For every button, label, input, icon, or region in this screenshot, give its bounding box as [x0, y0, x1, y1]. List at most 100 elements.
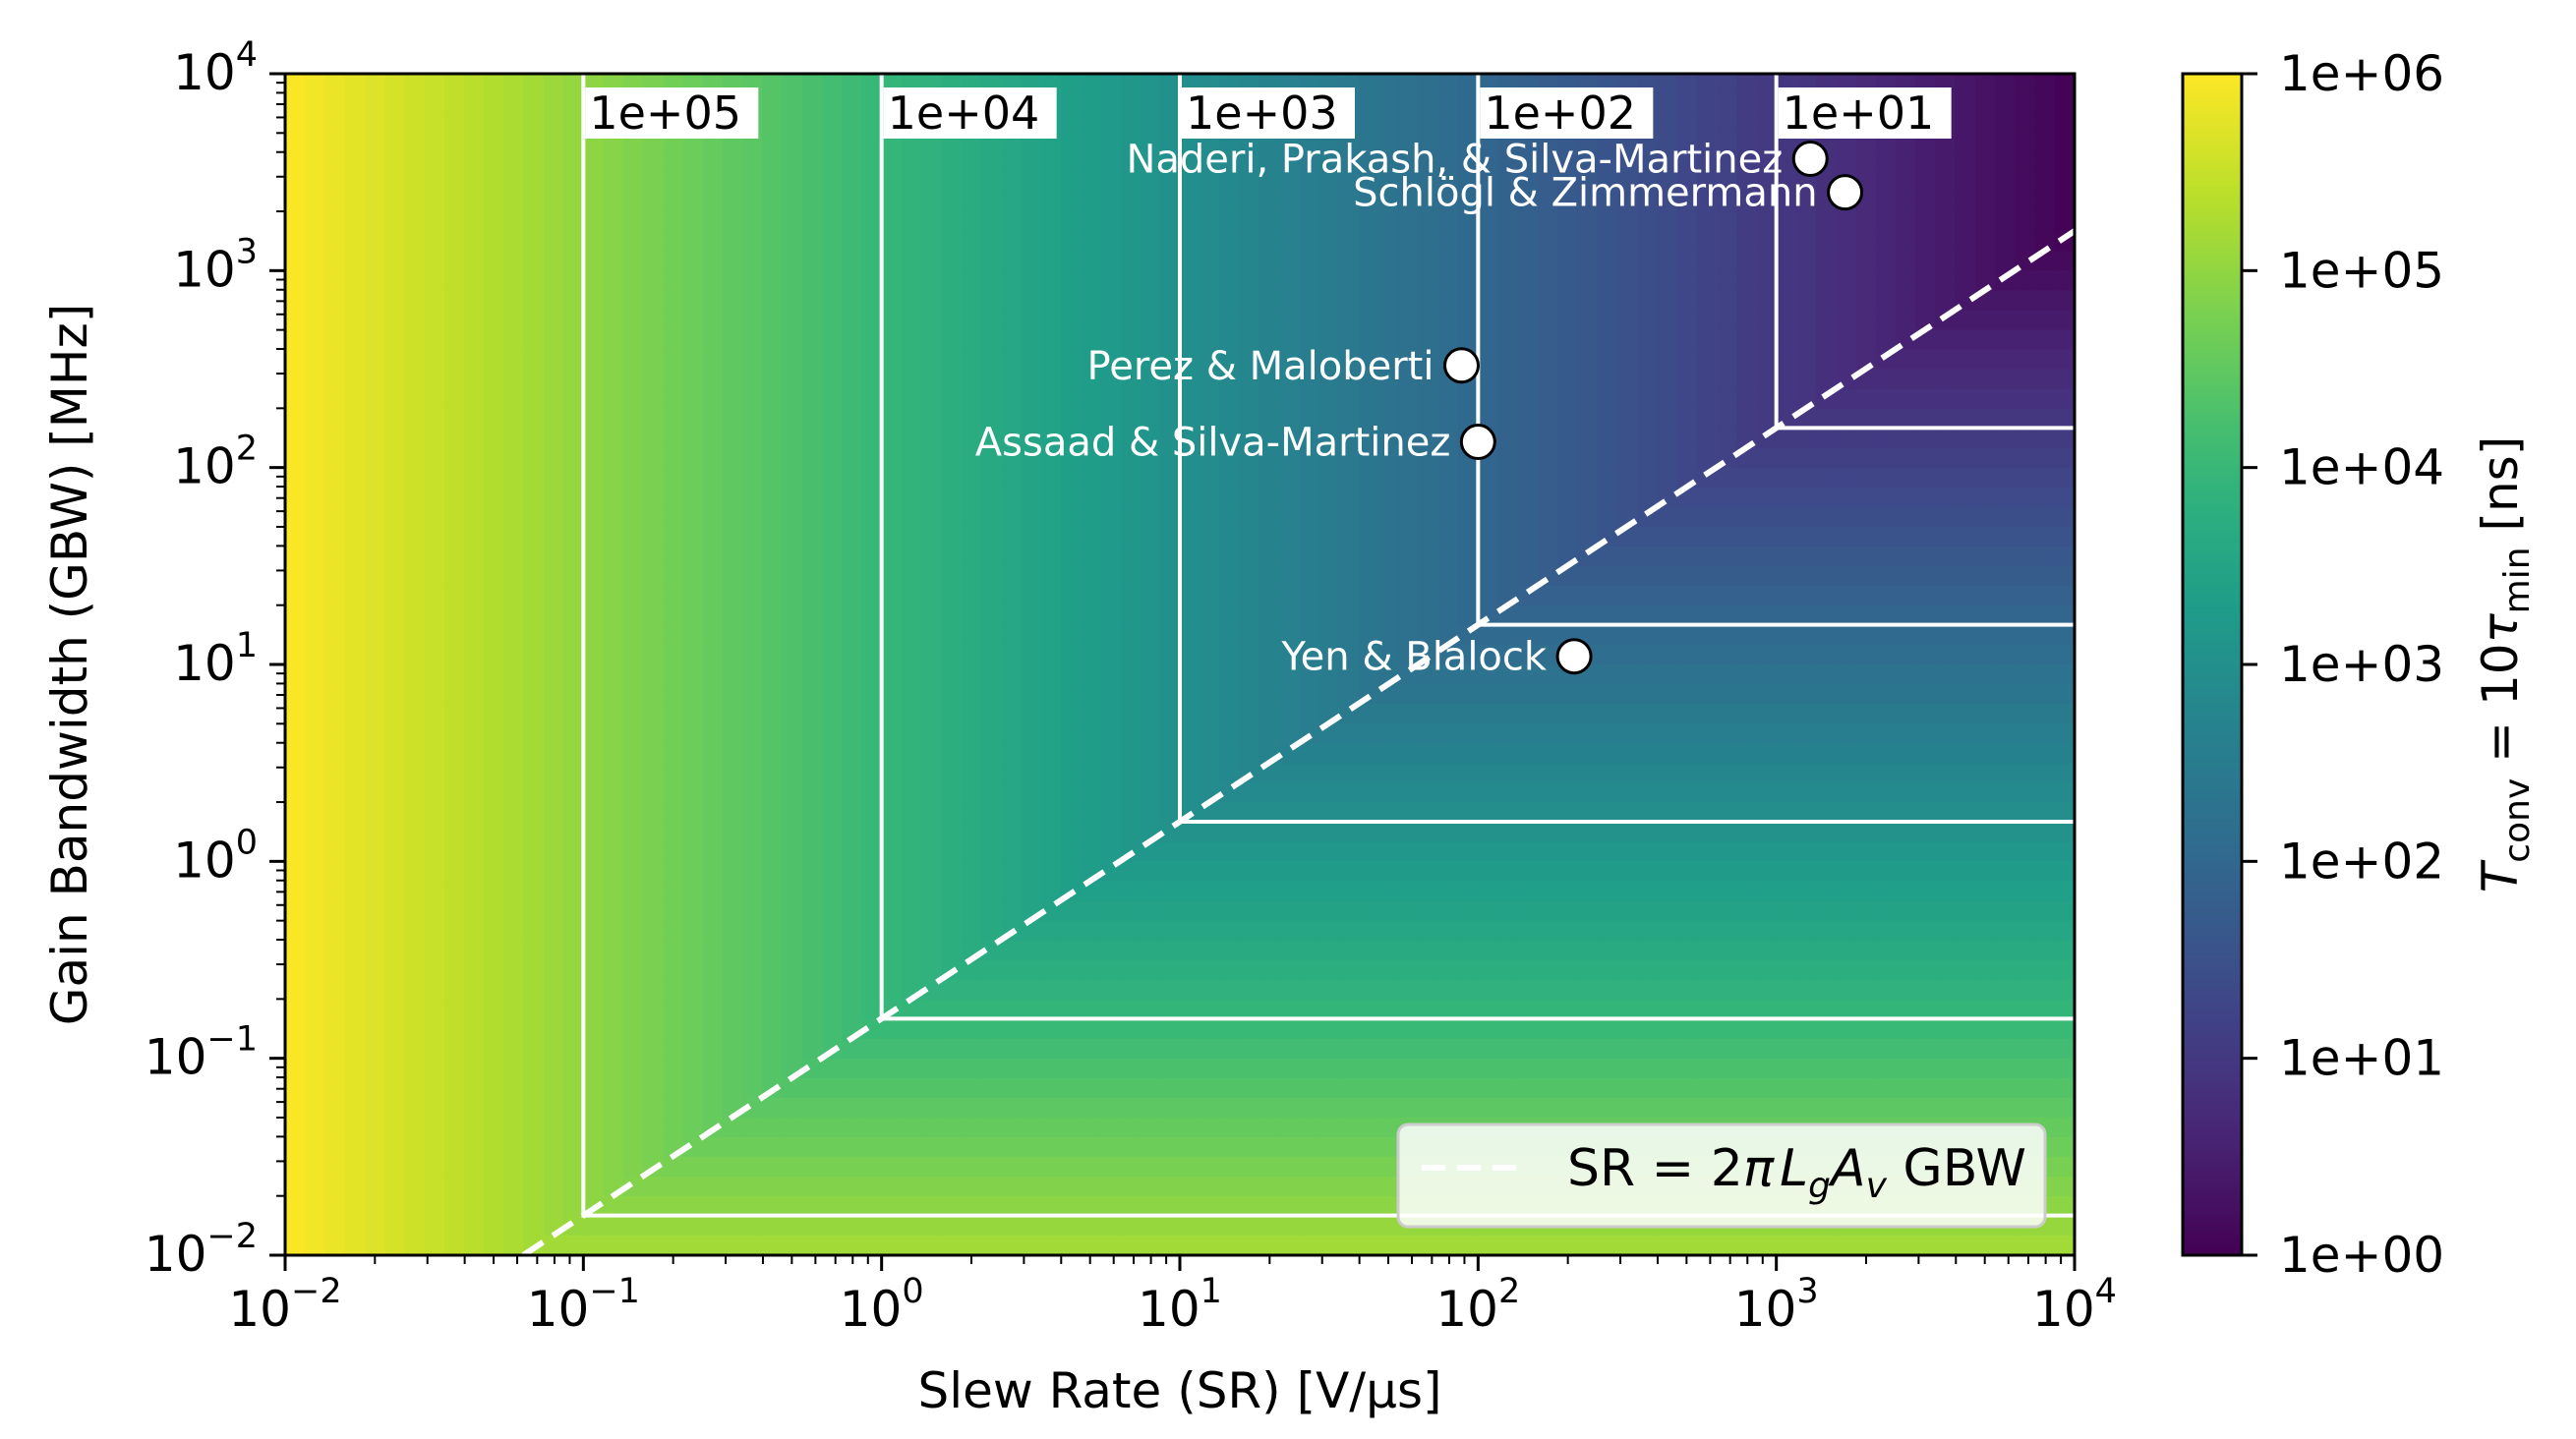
- heatmap-cell: [1756, 585, 1778, 606]
- heatmap-cell: [1795, 723, 1817, 744]
- heatmap-cell: [1497, 192, 1519, 213]
- heatmap-cell: [1239, 152, 1260, 173]
- heatmap-cell: [1259, 624, 1280, 646]
- heatmap-cell: [583, 704, 605, 724]
- heatmap-cell: [523, 310, 545, 331]
- heatmap-cell: [1418, 388, 1439, 410]
- heatmap-cell: [543, 664, 564, 685]
- heatmap-cell: [484, 1018, 505, 1040]
- heatmap-cell: [344, 1038, 366, 1060]
- heatmap-cell: [324, 1077, 346, 1099]
- heatmap-cell: [424, 290, 445, 312]
- heatmap-cell: [1279, 881, 1301, 902]
- heatmap-cell: [523, 467, 545, 489]
- heatmap-cell: [1120, 1156, 1142, 1178]
- heatmap-cell: [1021, 881, 1042, 902]
- heatmap-cell: [384, 1097, 406, 1119]
- heatmap-cell: [1736, 841, 1758, 863]
- heatmap-cell: [881, 251, 903, 272]
- heatmap-cell: [523, 1097, 545, 1119]
- heatmap-cell: [1717, 251, 1738, 272]
- heatmap-cell: [921, 1097, 943, 1119]
- heatmap-cell: [1279, 251, 1301, 272]
- heatmap-cell: [1816, 763, 1838, 783]
- heatmap-cell: [801, 231, 823, 253]
- heatmap-cell: [1696, 133, 1718, 153]
- heatmap-cell: [404, 585, 426, 606]
- heatmap-cell: [1338, 1156, 1360, 1178]
- heatmap-cell: [1538, 604, 1559, 626]
- heatmap-cell: [1140, 920, 1161, 942]
- heatmap-cell: [1875, 1018, 1897, 1040]
- heatmap-cell: [1359, 1018, 1380, 1040]
- heatmap-cell: [1517, 172, 1539, 193]
- heatmap-cell: [921, 684, 943, 705]
- heatmap-cell: [1120, 1058, 1142, 1079]
- heatmap-cell: [364, 133, 385, 153]
- heatmap-cell: [941, 349, 963, 371]
- heatmap-cell: [663, 644, 684, 665]
- heatmap-cell: [1378, 841, 1400, 863]
- heatmap-cell: [921, 565, 943, 587]
- heatmap-cell: [1159, 782, 1181, 804]
- heatmap-cell: [1259, 999, 1280, 1020]
- heatmap-cell: [1836, 290, 1857, 312]
- heatmap-cell: [1776, 211, 1797, 233]
- heatmap-cell: [980, 782, 1002, 804]
- heatmap-cell: [1557, 1038, 1579, 1060]
- heatmap-cell: [1239, 1235, 1260, 1255]
- heatmap-cell: [1437, 585, 1459, 606]
- heatmap-cell: [443, 604, 465, 626]
- heatmap-cell: [622, 251, 644, 272]
- heatmap-cell: [961, 1136, 982, 1158]
- heatmap-cell: [1398, 881, 1420, 902]
- heatmap-cell: [1696, 251, 1718, 272]
- heatmap-cell: [782, 192, 803, 213]
- heatmap-cell: [424, 329, 445, 351]
- heatmap-cell: [523, 999, 545, 1020]
- heatmap-cell: [1299, 192, 1320, 213]
- heatmap-cell: [424, 704, 445, 724]
- heatmap-cell: [822, 546, 844, 567]
- heatmap-cell: [364, 1136, 385, 1158]
- heatmap-cell: [1557, 920, 1579, 942]
- heatmap-cell: [1915, 428, 1937, 449]
- heatmap-cell: [1001, 1215, 1023, 1237]
- heatmap-cell: [1717, 113, 1738, 134]
- heatmap-cell: [1538, 369, 1559, 390]
- heatmap-cell: [663, 940, 684, 961]
- heatmap-cell: [1060, 1215, 1082, 1237]
- heatmap-cell: [464, 152, 486, 173]
- heatmap-cell: [1776, 152, 1797, 173]
- heatmap-cell: [1021, 1077, 1042, 1099]
- heatmap-cell: [404, 133, 426, 153]
- heatmap-cell: [1040, 546, 1062, 567]
- heatmap-cell: [424, 565, 445, 587]
- heatmap-cell: [1001, 763, 1023, 783]
- heatmap-cell: [941, 1156, 963, 1178]
- heatmap-cell: [1398, 93, 1420, 114]
- heatmap-cell: [1001, 290, 1023, 312]
- heatmap-cell: [464, 211, 486, 233]
- heatmap-cell: [663, 743, 684, 764]
- heatmap-cell: [603, 1235, 624, 1255]
- heatmap-cell: [1040, 763, 1062, 783]
- heatmap-cell: [1180, 270, 1201, 292]
- heatmap-cell: [1100, 1097, 1122, 1119]
- heatmap-cell: [583, 329, 605, 351]
- heatmap-cell: [1279, 1058, 1301, 1079]
- heatmap-cell: [1001, 172, 1023, 193]
- heatmap-cell: [583, 152, 605, 173]
- heatmap-cell: [762, 74, 784, 94]
- heatmap-cell: [1259, 841, 1280, 863]
- heatmap-cell: [1836, 802, 1857, 824]
- heatmap-cell: [503, 1077, 525, 1099]
- heatmap-cell: [1875, 231, 1897, 253]
- heatmap-cell: [1836, 881, 1857, 902]
- heatmap-cell: [961, 388, 982, 410]
- heatmap-cell: [1080, 822, 1101, 843]
- heatmap-cell: [1239, 565, 1260, 587]
- heatmap-cell: [1896, 526, 1917, 547]
- heatmap-cell: [305, 1117, 326, 1138]
- heatmap-cell: [782, 565, 803, 587]
